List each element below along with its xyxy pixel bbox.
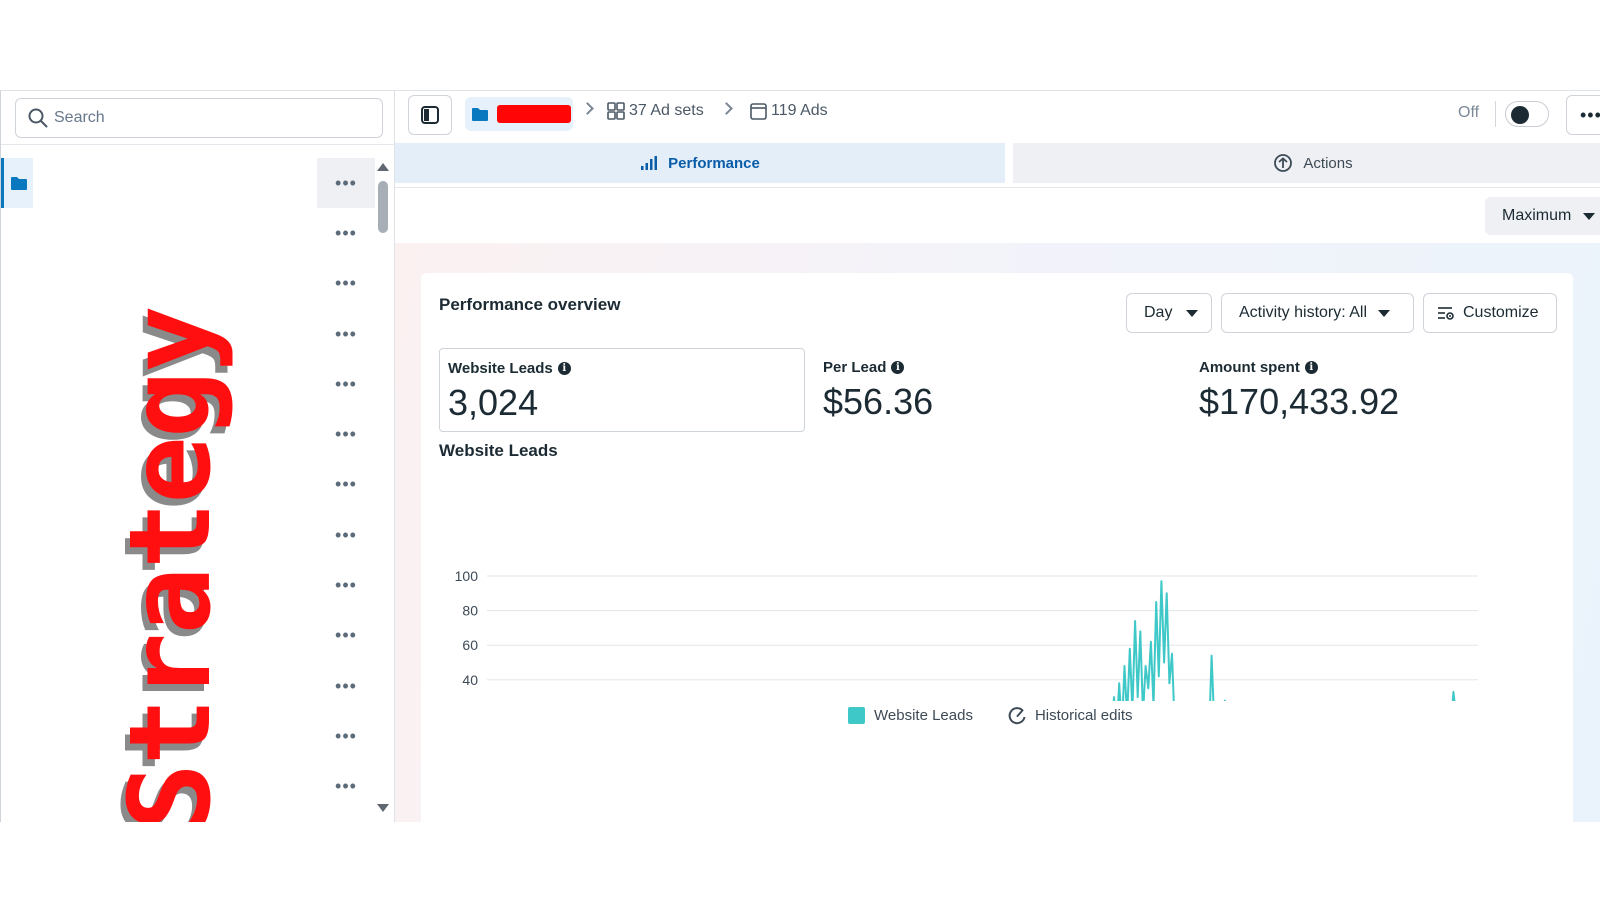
breadcrumb-campaign[interactable] [465, 97, 573, 131]
toggle-sidebar-button[interactable] [408, 95, 452, 135]
tab-actions-label: Actions [1303, 154, 1353, 172]
y-tick-label: 60 [462, 637, 478, 653]
legend-label: Historical edits [1034, 707, 1133, 724]
legend-item-historical-edits[interactable]: Historical edits [1008, 706, 1133, 725]
sidebar-toggle-icon [421, 106, 439, 124]
caret-down-icon [1378, 309, 1391, 317]
activity-history-dropdown[interactable]: Activity history: All [1221, 293, 1414, 333]
metric-value: $56.36 [823, 381, 934, 422]
redacted-campaign-name [497, 105, 571, 123]
y-tick-label: 80 [462, 603, 478, 619]
breadcrumb-ads[interactable]: 119 Ads [750, 102, 828, 120]
row-more-options-button[interactable]: ••• [317, 158, 375, 209]
chart-title: Website Leads [439, 441, 558, 460]
divider [1495, 101, 1496, 127]
metric-label-row: Per Lead i [823, 359, 905, 376]
row-more-options-button[interactable]: ••• [335, 222, 357, 243]
caret-down-icon [1186, 309, 1199, 317]
info-icon[interactable]: i [1304, 361, 1318, 374]
row-more-options-button[interactable]: ••• [335, 675, 357, 696]
legend-swatch [848, 707, 865, 724]
row-more-options-button[interactable]: ••• [335, 575, 357, 596]
campaign-on-off-toggle[interactable] [1505, 101, 1549, 127]
row-more-options-button[interactable]: ••• [335, 625, 357, 646]
legend-label: Website Leads [874, 707, 973, 724]
row-more-options-button[interactable]: ••• [335, 373, 357, 394]
row-more-options-button[interactable]: ••• [335, 424, 357, 445]
performance-overview-title: Performance overview [439, 295, 621, 314]
metric-card-amount-spent[interactable]: Amount spent i $170,433.92 [1191, 348, 1551, 432]
chevron-right-icon [720, 102, 733, 115]
metric-label: Amount spent [1199, 359, 1300, 376]
breadcrumb-ad-sets[interactable]: 37 Ad sets [607, 102, 704, 120]
bar-chart-icon [640, 155, 658, 171]
search-icon [28, 108, 48, 128]
ad-icon [750, 102, 767, 120]
ads-manager-app: ••••••••••••••••••••••••••••••••••••••• … [0, 90, 1600, 822]
customize-settings-icon [1437, 305, 1455, 321]
info-icon[interactable]: i [557, 362, 571, 375]
campaign-list-panel: ••• ••• ••• ••• ••• ••• ••• ••• ••• ••• ••• •••••• … [0, 91, 395, 822]
status-label: Off [1458, 104, 1480, 121]
tab-actions[interactable]: Actions [1013, 143, 1600, 183]
search-input[interactable] [54, 109, 354, 127]
customize-label: Customize [1463, 304, 1539, 321]
selected-campaign-row[interactable] [1, 158, 33, 208]
circle-arrow-up-icon [1273, 153, 1293, 173]
chart-legend: Website Leads Historical edits [848, 706, 1167, 725]
row-more-options-button[interactable]: ••• [335, 273, 357, 294]
divider [1, 144, 395, 145]
row-menu-list: ••• ••• ••• ••• ••• ••• ••• ••• ••• ••• ••• ••• ••• [317, 158, 375, 812]
search-box[interactable] [15, 98, 383, 138]
caret-down-icon [1583, 212, 1596, 220]
row-more-options-button[interactable]: ••• [335, 323, 357, 344]
historical-edits-icon [1008, 706, 1027, 725]
chevron-right-icon [581, 102, 594, 115]
customize-button[interactable]: Customize [1423, 293, 1557, 333]
date-range-value: Maximum [1502, 207, 1572, 224]
toggle-knob [1511, 106, 1529, 124]
row-more-options-button[interactable]: ••• [335, 524, 357, 545]
metric-label-row: Website Leads i [448, 360, 571, 377]
metric-value: 3,024 [448, 382, 539, 423]
metric-value: $170,433.92 [1199, 381, 1400, 422]
breadcrumb-ad-sets-label: 37 Ad sets [629, 102, 704, 119]
performance-overview-card [421, 273, 1573, 822]
website-leads-line-chart: 020406080100May 10, 2022Feb 16, 2023Nov … [455, 568, 1478, 701]
date-range-dropdown[interactable]: Maximum [1485, 197, 1600, 235]
breadcrumb-ads-label: 119 Ads [771, 102, 828, 119]
info-icon[interactable]: i [891, 361, 905, 374]
divider [395, 187, 1600, 188]
y-tick-label: 40 [462, 672, 478, 688]
legend-item-website-leads[interactable]: Website Leads [848, 707, 973, 724]
folder-icon [10, 176, 28, 191]
metric-card-website-leads[interactable]: Website Leads i 3,024 [439, 348, 805, 432]
row-more-options-button[interactable]: ••• [335, 474, 357, 495]
scroll-up-arrow-icon[interactable] [377, 163, 389, 171]
row-more-options-button[interactable]: ••• [335, 776, 357, 797]
row-more-options-button[interactable]: ••• [335, 725, 357, 746]
more-icon: ••• [1580, 104, 1600, 125]
metric-label: Website Leads [448, 360, 553, 377]
granularity-value: Day [1144, 304, 1173, 321]
granularity-dropdown[interactable]: Day [1126, 293, 1212, 333]
more-options-button[interactable]: ••• [1566, 95, 1600, 135]
y-tick-label: 100 [455, 568, 479, 584]
scrollbar-thumb[interactable] [378, 181, 388, 233]
tab-performance-label: Performance [668, 154, 760, 172]
folder-icon [471, 107, 489, 122]
activity-history-value: Activity history: All [1239, 304, 1368, 321]
metric-label: Per Lead [823, 359, 887, 376]
series-line-website-leads [1112, 580, 1456, 701]
metric-card-per-lead[interactable]: Per Lead i $56.36 [815, 348, 1165, 432]
tab-performance[interactable]: Performance [395, 143, 1005, 183]
overlay-watermark-text: Strategy [106, 307, 236, 822]
scroll-down-arrow-icon[interactable] [377, 804, 389, 812]
grid-icon [607, 102, 625, 120]
metric-label-row: Amount spent i [1199, 359, 1318, 376]
